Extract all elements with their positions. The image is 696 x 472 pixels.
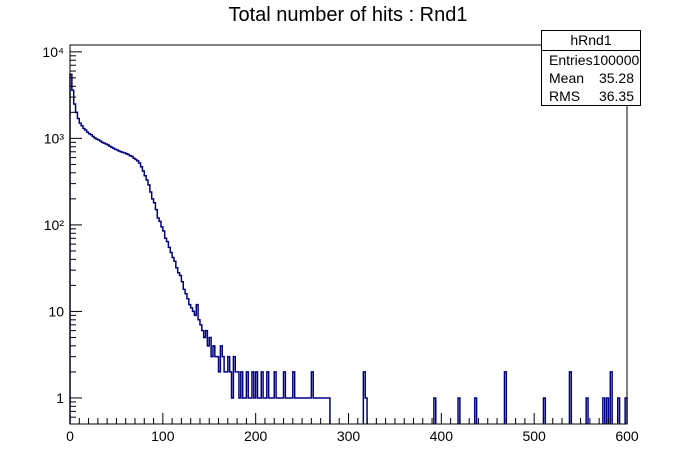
stats-label: Mean — [549, 70, 585, 86]
x-tick-label: 500 — [522, 428, 546, 444]
y-tick-label: 10² — [44, 217, 65, 233]
stats-value: 35.28 — [598, 70, 634, 86]
stats-row-entries: Entries 100000 — [542, 51, 640, 69]
chart-title: Total number of hits : Rnd1 — [228, 4, 468, 26]
x-tick-label: 200 — [244, 428, 268, 444]
x-tick-label: 100 — [151, 428, 175, 444]
y-tick-label: 1 — [56, 390, 64, 406]
stats-row-rms: RMS 36.35 — [542, 87, 640, 105]
histogram-line — [69, 73, 628, 424]
x-tick-label: 300 — [337, 428, 361, 444]
stats-label: Entries — [549, 52, 593, 68]
y-tick-label: 10³ — [44, 130, 65, 146]
stats-box-name: hRnd1 — [542, 31, 640, 51]
stats-row-mean: Mean 35.28 — [542, 69, 640, 87]
stats-value: 100000 — [592, 52, 640, 68]
stats-value: 36.35 — [598, 88, 634, 104]
histogram-series — [69, 73, 628, 424]
stats-label: RMS — [549, 88, 581, 104]
stats-box: hRnd1 Entries 100000 Mean 35.28 RMS 36.3… — [541, 30, 641, 106]
axes: 0 100 200 300 400 500 600 1 10 10² 10³ 10⁴ — [42, 44, 638, 444]
y-tick-label: 10 — [48, 303, 64, 319]
x-tick-label: 0 — [66, 428, 74, 444]
y-tick-label: 10⁴ — [42, 44, 64, 60]
x-tick-label: 600 — [615, 428, 639, 444]
x-tick-label: 400 — [430, 428, 454, 444]
